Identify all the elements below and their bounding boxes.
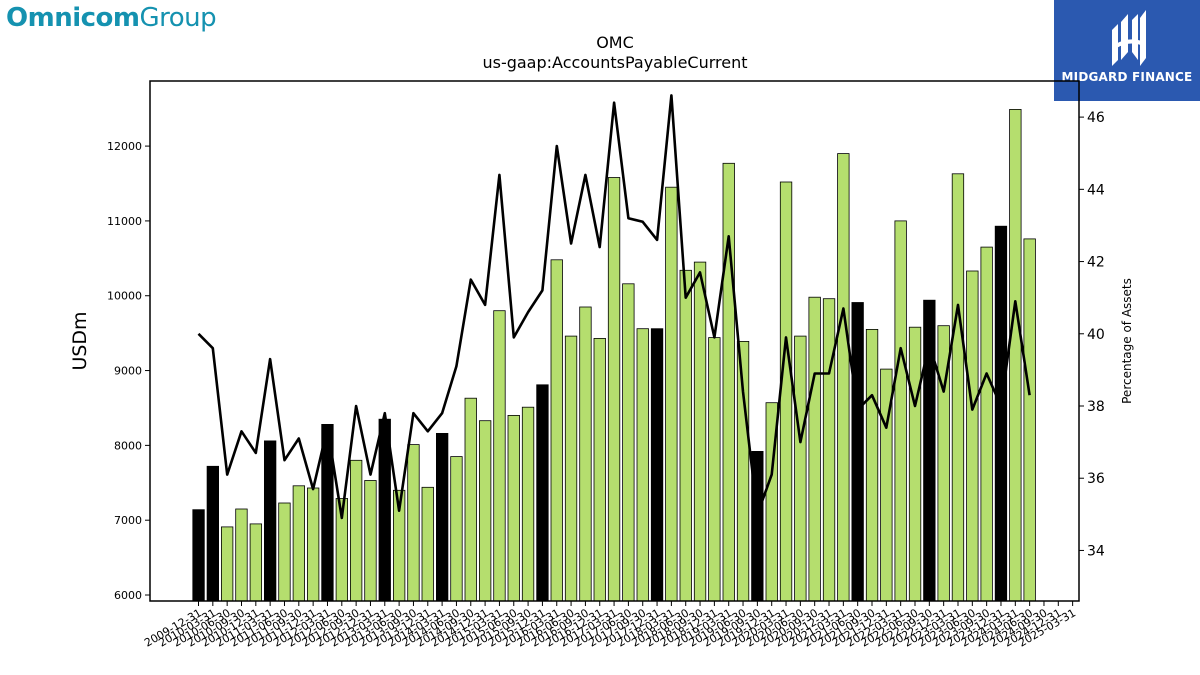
bar-2012-12-31 [364, 480, 377, 602]
bar-2014-09-30 [464, 397, 477, 602]
percentage-of-assets-line [197, 94, 1031, 520]
y-tick-label: 12000 [107, 140, 142, 153]
chart-title: OMC [596, 33, 634, 52]
y-tick-label: 7000 [114, 514, 142, 527]
midgard-emblem-icon [1112, 10, 1146, 66]
y2-tick-label: 36 [1087, 471, 1105, 487]
y2-tick-label: 42 [1087, 255, 1105, 271]
bar-2023-12-31 [994, 225, 1008, 602]
omnicom-group-logo: OmnicomGroup [6, 2, 217, 34]
bar-2022-06-30 [908, 326, 922, 602]
bar-2024-06-30 [1023, 238, 1036, 602]
bar-2020-12-31 [822, 298, 836, 602]
bar-2010-12-31 [249, 523, 263, 602]
bar-2017-12-31 [650, 328, 664, 602]
bar-2014-06-30 [450, 456, 463, 602]
line-series [197, 94, 1031, 520]
bar-2022-03-31 [894, 220, 907, 602]
bar-2020-03-31 [779, 181, 793, 602]
bar-2011-03-31 [263, 440, 277, 602]
bar-2012-09-30 [349, 459, 363, 602]
bar-2013-09-30 [407, 444, 420, 602]
logo-text-group: Group [139, 3, 217, 33]
y-tick-label: 6000 [114, 589, 142, 602]
bar-2019-03-31 [722, 162, 735, 602]
bar-2021-06-30 [851, 302, 864, 602]
bar-2011-06-30 [278, 502, 291, 602]
y2-tick-label: 34 [1087, 543, 1105, 559]
bar-2014-12-31 [478, 420, 492, 602]
bar-2010-03-31 [206, 465, 220, 602]
bar-2013-12-31 [421, 486, 434, 602]
bar-2023-09-30 [980, 246, 993, 602]
bar-2015-03-31 [493, 310, 506, 602]
bar-2009-12-31 [192, 509, 205, 602]
bar-2010-06-30 [220, 526, 234, 602]
midgard-finance-logo: MIDGARD FINANCE [1054, 0, 1200, 101]
y-tick-label: 9000 [114, 365, 142, 378]
bar-series [192, 109, 1036, 602]
bar-2023-03-31 [951, 173, 965, 602]
bar-2016-12-31 [593, 337, 606, 602]
bar-2020-06-30 [794, 335, 807, 602]
y2-tick-label: 46 [1087, 110, 1105, 126]
bar-2018-12-31 [708, 337, 721, 602]
bar-2016-09-30 [579, 306, 592, 602]
y-tick-label: 8000 [114, 439, 142, 452]
y-tick-label: 10000 [107, 290, 142, 303]
y2-tick-label: 40 [1087, 327, 1105, 343]
bar-2011-09-30 [292, 485, 306, 602]
bar-2021-09-30 [865, 328, 879, 602]
bar-2017-03-31 [607, 177, 621, 602]
bar-2018-03-31 [665, 186, 678, 602]
plot-frame [149, 80, 1080, 602]
y-tick-label: 11000 [107, 215, 142, 228]
bar-2016-06-30 [564, 335, 578, 602]
bar-2018-09-30 [693, 261, 707, 602]
bar-2015-09-30 [521, 406, 535, 602]
bar-2011-12-31 [306, 487, 320, 602]
bar-2017-09-30 [636, 328, 649, 602]
bar-2015-06-30 [507, 414, 520, 602]
bar-2015-12-31 [536, 384, 549, 602]
bar-2010-09-30 [235, 508, 248, 602]
bar-2020-09-30 [808, 296, 821, 602]
y2-tick-label: 44 [1087, 182, 1105, 198]
logo-text-omnicom: Omnicom [6, 3, 140, 33]
midgard-finance-text: MIDGARD FINANCE [1061, 70, 1193, 84]
bar-2017-06-30 [622, 283, 635, 602]
bar-2016-03-31 [550, 259, 563, 602]
bar-2024-03-31 [1009, 109, 1022, 602]
bar-2023-06-30 [966, 270, 979, 602]
y-axis-label: USDm [69, 311, 91, 370]
bar-2018-06-30 [679, 269, 692, 602]
bar-2021-03-31 [837, 153, 850, 602]
y2-axis-label: Percentage of Assets [1120, 278, 1134, 404]
chart-subtitle: us-gaap:AccountsPayableCurrent [482, 53, 747, 72]
y2-tick-label: 38 [1087, 399, 1105, 415]
bar-2014-03-31 [435, 432, 449, 602]
